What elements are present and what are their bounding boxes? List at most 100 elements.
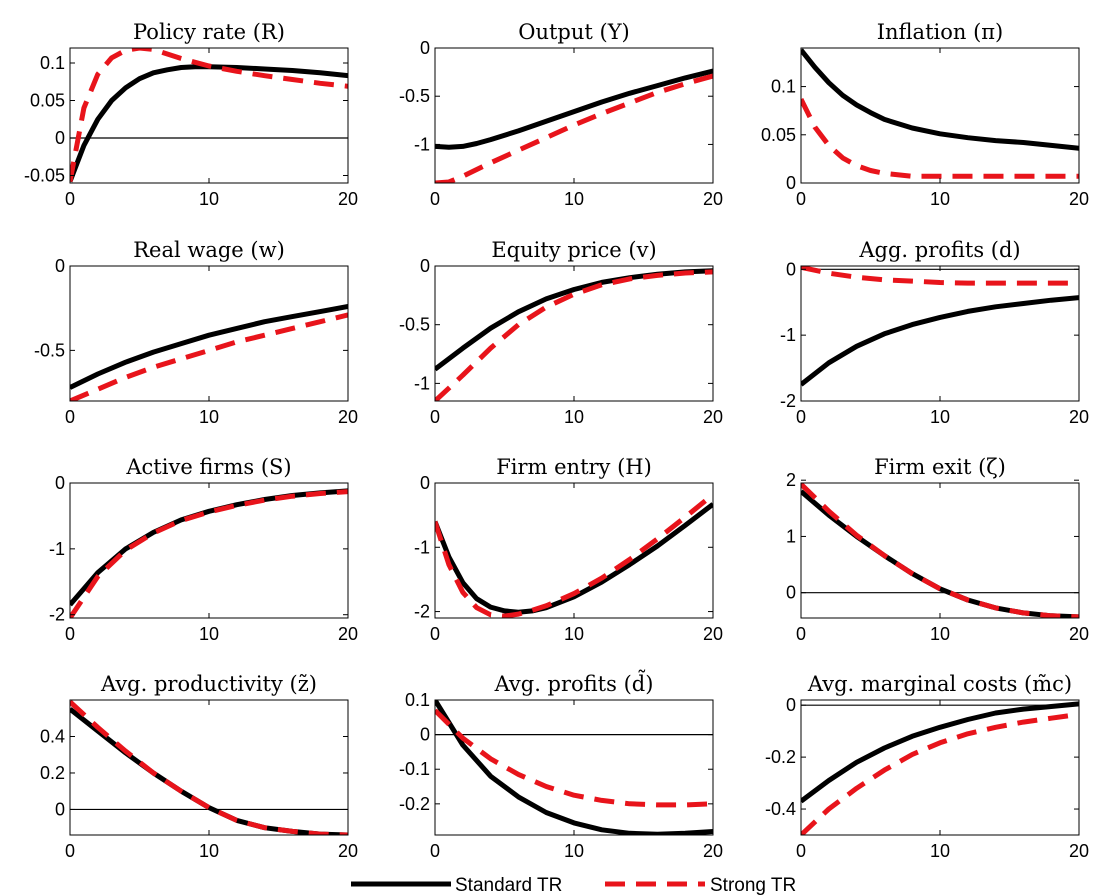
x-tick-label: 10 [564, 841, 584, 861]
series-line-strong [435, 269, 713, 401]
panel-7: Firm entry (H) 0 10 20 -2 -1 0 [414, 455, 723, 644]
y-tick-label: -0.2 [765, 747, 796, 767]
x-tick-label: 20 [703, 624, 723, 644]
series-line-strong [70, 312, 348, 401]
panel-title: Output (Y) [518, 20, 630, 44]
y-tick-label: -0.05 [24, 166, 65, 186]
series-line-strong [435, 73, 713, 183]
x-tick-label: 0 [430, 189, 440, 209]
series-line-standard [801, 295, 1079, 387]
y-tick-label: -0.5 [34, 340, 65, 360]
x-tick-label: 10 [199, 189, 219, 209]
y-tick-label: 0 [55, 799, 65, 819]
series-line-standard [70, 64, 348, 183]
series-line-standard [435, 700, 713, 835]
x-tick-label: 10 [564, 189, 584, 209]
x-tick-label: 20 [1069, 841, 1089, 861]
series-line-strong [801, 97, 1079, 179]
series-line-strong [435, 708, 713, 808]
series-line-strong [801, 483, 1079, 618]
x-tick-label: 0 [65, 841, 75, 861]
panel-title: Real wage (w) [133, 238, 285, 262]
y-tick-label: -0.4 [765, 799, 796, 819]
x-tick-label: 20 [338, 189, 358, 209]
panel-4: Equity price (v) 0 10 20 -1 -0.5 0 [399, 238, 723, 427]
y-tick-label: -0.1 [399, 759, 430, 779]
x-tick-label: 20 [703, 841, 723, 861]
plot-frame [69, 699, 349, 836]
x-tick-label: 0 [430, 407, 440, 427]
x-tick-label: 20 [703, 189, 723, 209]
x-tick-label: 0 [796, 189, 806, 209]
x-tick-label: 0 [65, 407, 75, 427]
y-tick-label: 0 [420, 38, 430, 58]
series-line-strong [70, 489, 348, 618]
x-tick-label: 20 [338, 841, 358, 861]
y-tick-label: 1 [786, 526, 796, 546]
y-tick-label: -1 [414, 134, 430, 154]
series-line-standard [70, 304, 348, 390]
panel-11: Avg. marginal costs (m̃c) 0 10 20 -0.4 -0.2 0 [765, 672, 1089, 861]
y-tick-label: -1 [414, 373, 430, 393]
x-tick-label: 0 [65, 189, 75, 209]
legend: Standard TR Strong TR [351, 875, 796, 895]
y-tick-label: 0.05 [30, 91, 65, 111]
panel-title: Active firms (S) [125, 455, 291, 479]
x-tick-label: 0 [796, 407, 806, 427]
plot-frame [800, 47, 1080, 184]
series-line-standard [70, 707, 348, 835]
panel-title: Inflation (π) [877, 20, 1004, 44]
panel-6: Active firms (S) 0 10 20 -2 -1 0 [49, 455, 358, 644]
panel-title: Equity price (v) [491, 238, 656, 262]
x-tick-label: 20 [338, 624, 358, 644]
panel-1: Output (Y) 0 10 20 -1 -0.5 0 [399, 20, 723, 209]
x-tick-label: 10 [930, 841, 950, 861]
plot-frame [800, 482, 1080, 619]
y-tick-label: -2 [414, 602, 430, 622]
y-tick-label: -0.2 [399, 794, 430, 814]
y-tick-label: -2 [49, 605, 65, 625]
y-tick-label: 0 [420, 256, 430, 276]
panel-title: Firm entry (H) [496, 455, 652, 479]
y-tick-label: 0.1 [771, 77, 796, 97]
panel-3: Real wage (w) 0 10 20 -0.5 0 [34, 238, 358, 427]
y-tick-label: 0 [55, 473, 65, 493]
panel-title: Firm exit (ζ) [874, 455, 1006, 479]
series-line-standard [801, 489, 1079, 618]
panel-2: Inflation (π) 0 10 20 0 0.05 0.1 [761, 20, 1089, 209]
x-tick-label: 10 [930, 407, 950, 427]
panel-10: Avg. profits (d̃) 0 10 20 -0.2 -0.1 0 0.1 [399, 669, 723, 861]
y-tick-label: 2 [786, 470, 796, 490]
x-tick-label: 10 [199, 407, 219, 427]
plot-frame [69, 482, 349, 619]
y-tick-label: 0.2 [40, 763, 65, 783]
y-tick-label: 0 [786, 259, 796, 279]
x-tick-label: 0 [430, 841, 440, 861]
y-tick-label: 0.4 [40, 726, 65, 746]
y-tick-label: -2 [780, 391, 796, 411]
series-line-strong [801, 266, 1079, 286]
x-tick-label: 10 [564, 624, 584, 644]
y-tick-label: -0.5 [399, 86, 430, 106]
y-tick-label: 0 [55, 256, 65, 276]
series-line-standard [435, 68, 713, 150]
x-tick-label: 0 [796, 624, 806, 644]
series-line-standard [70, 488, 348, 607]
series-line-strong [801, 711, 1079, 835]
series-line-standard [435, 502, 713, 615]
panel-title: Avg. profits (d̃) [494, 669, 654, 696]
x-tick-label: 20 [338, 407, 358, 427]
series-line-strong [70, 700, 348, 835]
y-tick-label: -1 [49, 539, 65, 559]
x-tick-label: 20 [703, 407, 723, 427]
x-tick-label: 10 [930, 624, 950, 644]
y-tick-label: -0.5 [399, 315, 430, 335]
x-tick-label: 10 [564, 407, 584, 427]
plot-frame [800, 699, 1080, 836]
y-tick-label: 0.05 [761, 125, 796, 145]
x-tick-label: 10 [199, 624, 219, 644]
panel-title: Agg. profits (d) [858, 238, 1020, 262]
plot-frame [434, 265, 714, 402]
